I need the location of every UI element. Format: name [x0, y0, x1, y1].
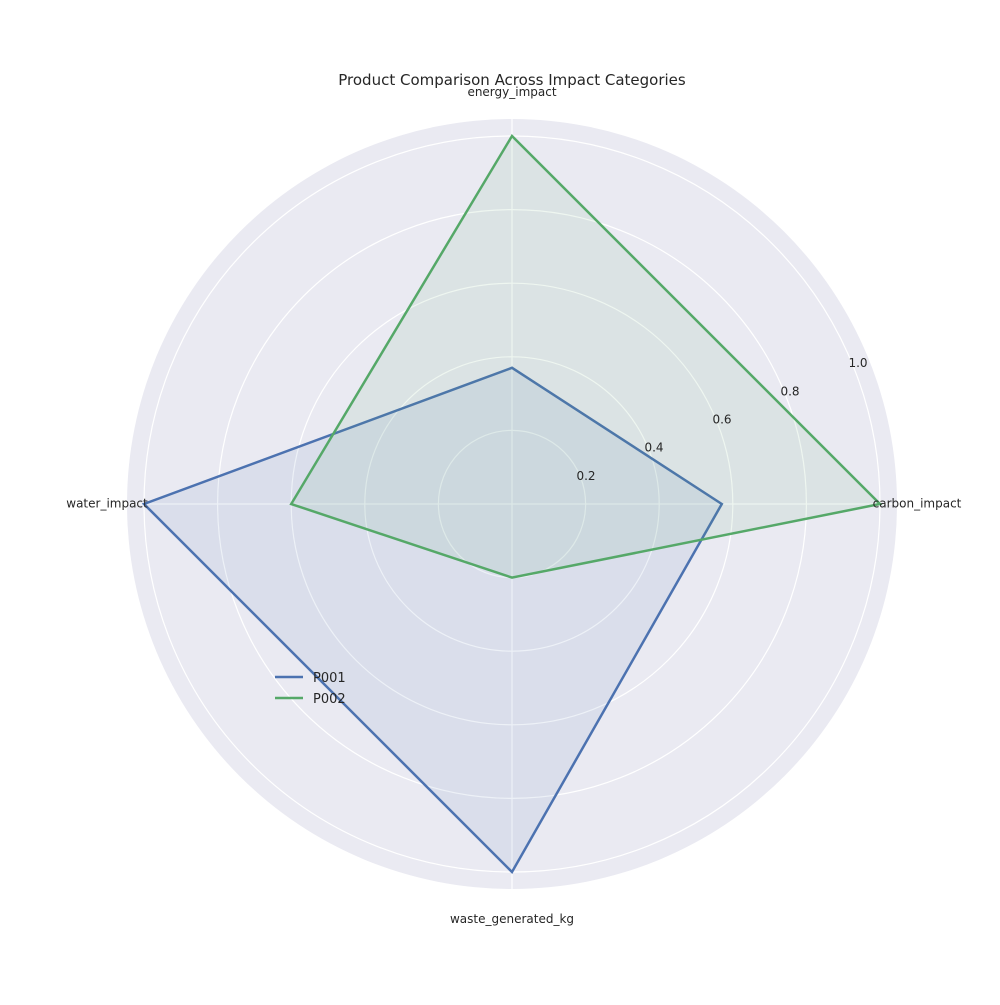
series-line-P001: [141, 366, 724, 875]
axis-label-water_impact: water_impact: [66, 497, 148, 511]
radial-tick-label: 1.0: [848, 356, 867, 370]
axis-labels: carbon_impact energy_impact water_impactwa…: [66, 85, 961, 926]
legend-label-P002: P002: [313, 692, 346, 707]
axis-label-energy_impact: energy_impact: [467, 85, 556, 99]
chart-title: Product Comparison Across Impact Categor…: [338, 71, 686, 89]
legend: P001 P002: [275, 671, 346, 707]
series-line-P002: [289, 133, 883, 579]
axis-label-waste_generated_kg: waste_generated_kg: [450, 912, 574, 926]
series-layer: [141, 133, 883, 875]
radial-tick-label: 0.6: [712, 413, 731, 427]
legend-label-P001: P001: [313, 671, 346, 686]
radial-tick-label: 0.4: [644, 441, 663, 455]
series-fill-P002: [291, 136, 880, 578]
radial-tick-label: 0.2: [576, 469, 595, 483]
radial-tick-label: 0.8: [780, 384, 799, 398]
axis-label-carbon_impact: carbon_impact: [873, 497, 962, 511]
series-fill-P001: [144, 367, 722, 872]
radial-tick-labels: 0.2 0.4 0.6 0.8 1.0: [576, 356, 867, 483]
